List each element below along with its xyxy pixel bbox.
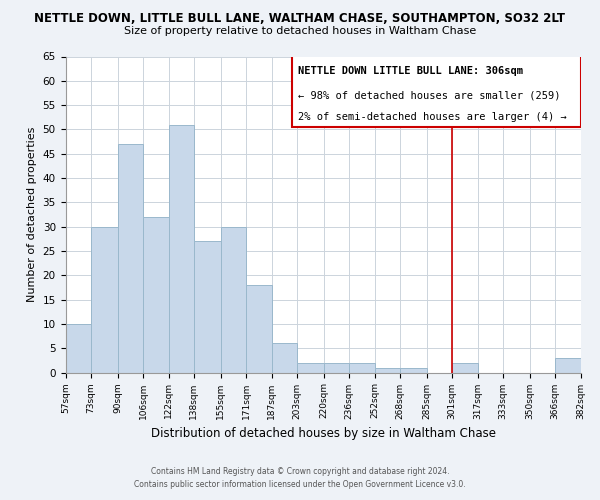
Bar bbox=[452, 363, 478, 372]
Bar bbox=[272, 344, 297, 372]
Text: Contains HM Land Registry data © Crown copyright and database right 2024.
Contai: Contains HM Land Registry data © Crown c… bbox=[134, 468, 466, 489]
Bar bbox=[349, 363, 374, 372]
Bar bbox=[324, 363, 349, 372]
Bar bbox=[555, 358, 581, 372]
Bar bbox=[143, 217, 169, 372]
Text: ← 98% of detached houses are smaller (259): ← 98% of detached houses are smaller (25… bbox=[298, 90, 561, 101]
Bar bbox=[292, 54, 581, 127]
X-axis label: Distribution of detached houses by size in Waltham Chase: Distribution of detached houses by size … bbox=[151, 427, 496, 440]
Bar bbox=[297, 363, 324, 372]
Bar bbox=[194, 242, 221, 372]
Text: 2% of semi-detached houses are larger (4) →: 2% of semi-detached houses are larger (4… bbox=[298, 112, 567, 122]
Bar bbox=[246, 285, 272, 372]
Bar bbox=[118, 144, 143, 372]
Text: NETTLE DOWN LITTLE BULL LANE: 306sqm: NETTLE DOWN LITTLE BULL LANE: 306sqm bbox=[298, 66, 523, 76]
Text: Size of property relative to detached houses in Waltham Chase: Size of property relative to detached ho… bbox=[124, 26, 476, 36]
Bar bbox=[169, 124, 194, 372]
Bar bbox=[65, 324, 91, 372]
Text: NETTLE DOWN, LITTLE BULL LANE, WALTHAM CHASE, SOUTHAMPTON, SO32 2LT: NETTLE DOWN, LITTLE BULL LANE, WALTHAM C… bbox=[35, 12, 566, 26]
Y-axis label: Number of detached properties: Number of detached properties bbox=[27, 127, 37, 302]
Bar bbox=[91, 226, 118, 372]
Bar bbox=[221, 226, 246, 372]
Bar bbox=[374, 368, 400, 372]
Bar bbox=[400, 368, 427, 372]
